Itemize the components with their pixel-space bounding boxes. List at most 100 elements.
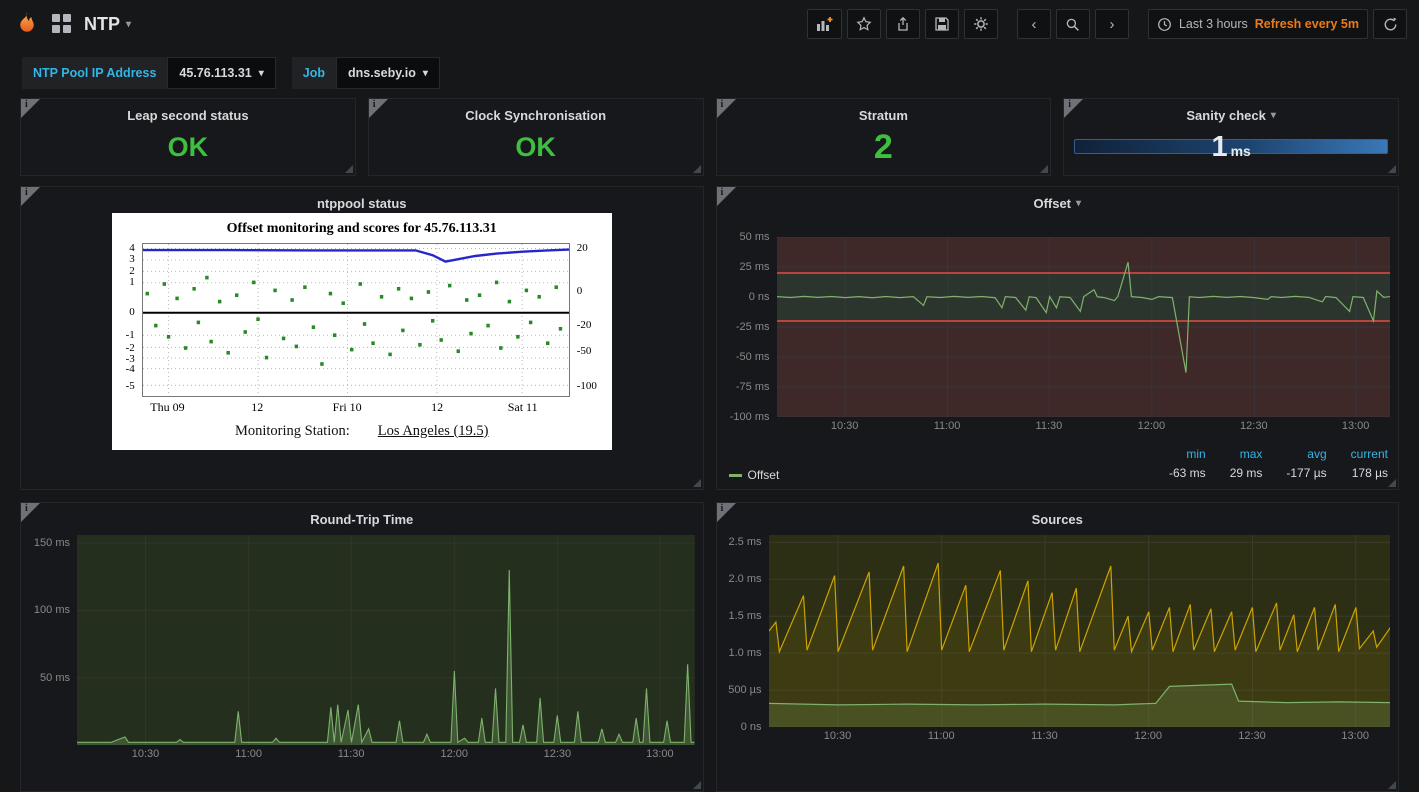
y-tick-label: 2 <box>129 265 135 277</box>
y-tick-label: 1.0 ms <box>728 647 761 659</box>
caret-down-icon: ▾ <box>1076 198 1081 209</box>
panel-title[interactable]: Leap second status <box>21 99 355 125</box>
panel-resize-handle[interactable] <box>693 479 701 487</box>
refresh-icon <box>1383 17 1398 32</box>
panel-leap-second-status: i Leap second status OK <box>20 98 356 176</box>
middle-row: i ntppool status Offset monitoring and s… <box>20 186 1399 490</box>
refresh-interval-label: Refresh every 5m <box>1255 17 1359 31</box>
panel-title[interactable]: Sanity check ▾ <box>1064 99 1398 125</box>
time-forward-button[interactable]: › <box>1095 9 1129 39</box>
panel-info-icon[interactable] <box>717 503 736 522</box>
chart-canvas <box>143 244 569 396</box>
panel-resize-handle[interactable] <box>345 165 353 173</box>
share-button[interactable] <box>886 9 920 39</box>
chart-canvas <box>777 237 1391 417</box>
panel-resize-handle[interactable] <box>1388 781 1396 789</box>
chevron-left-icon: ‹ <box>1031 17 1036 32</box>
y-tick-label: -1 <box>126 329 135 341</box>
x-tick-label: 12:30 <box>544 748 572 760</box>
stat-value: OK <box>21 125 355 169</box>
variable-job: Job dns.seby.io ▾ <box>292 57 440 89</box>
submenu: NTP Pool IP Address 45.76.113.31 ▾ Job d… <box>0 48 1419 98</box>
x-tick-label: 11:30 <box>1036 420 1063 432</box>
variable-label: Job <box>292 57 336 89</box>
time-picker-group: Last 3 hours Refresh every 5m <box>1143 9 1407 39</box>
y-tick-label: 150 ms <box>34 537 70 549</box>
share-icon <box>895 16 911 32</box>
dashboard-title[interactable]: NTP ▾ <box>84 14 131 35</box>
x-tick-label: 12:00 <box>1138 420 1166 432</box>
legend-stat-current: current 178 µs <box>1351 445 1388 482</box>
offset-plot-area[interactable] <box>777 237 1391 417</box>
time-nav-group: ‹ › <box>1012 9 1129 39</box>
x-tick-label: 11:00 <box>934 420 961 432</box>
panel-info-icon[interactable] <box>21 503 40 522</box>
apps-grid-icon[interactable] <box>52 14 72 34</box>
panel-info-icon[interactable] <box>1064 99 1083 118</box>
x-tick-label: Thu 09 <box>150 400 184 415</box>
x-tick-label: 13:00 <box>1341 730 1369 742</box>
ntppool-plot-area <box>142 243 570 397</box>
legend-stats: min -63 ms max 29 ms avg -177 µs current… <box>1169 445 1388 482</box>
y-tick-label: 1.5 ms <box>728 610 761 622</box>
legend-series-offset[interactable]: Offset <box>729 468 780 482</box>
monitoring-station-link[interactable]: Los Angeles (19.5) <box>378 423 489 439</box>
time-zoom-button[interactable] <box>1056 9 1090 39</box>
time-back-button[interactable]: ‹ <box>1017 9 1051 39</box>
panel-title[interactable]: Round-Trip Time <box>21 503 703 529</box>
y-tick-label: 20 <box>577 242 588 254</box>
panel-title[interactable]: ntppool status <box>21 187 703 213</box>
panel-clock-synchronisation: i Clock Synchronisation OK <box>368 98 704 176</box>
x-tick-label: 12:00 <box>441 748 469 760</box>
save-button[interactable] <box>925 9 959 39</box>
rtt-plot-area[interactable] <box>77 535 695 745</box>
panel-round-trip-time: i Round-Trip Time 150 ms100 ms50 ms 10:3… <box>20 502 704 792</box>
chart-canvas <box>77 535 695 745</box>
refresh-button[interactable] <box>1373 9 1407 39</box>
y-tick-label: 2.0 ms <box>728 573 761 585</box>
grafana-logo-icon[interactable] <box>12 9 42 39</box>
y-tick-label: -75 ms <box>736 381 770 393</box>
time-picker-button[interactable]: Last 3 hours Refresh every 5m <box>1148 9 1368 39</box>
offset-legend: Offset min -63 ms max 29 ms avg -177 µs <box>717 433 1399 482</box>
ntppool-caption: Monitoring Station:Los Angeles (19.5) <box>122 423 602 440</box>
x-tick-label: 11:00 <box>235 748 262 760</box>
panel-info-icon[interactable] <box>717 187 736 206</box>
panel-info-icon[interactable] <box>21 187 40 206</box>
y-tick-label: 0 <box>577 285 583 297</box>
add-panel-button[interactable] <box>807 9 842 39</box>
sources-graph: 2.5 ms2.0 ms1.5 ms1.0 ms500 µs0 ns 10:30… <box>721 535 1391 743</box>
x-axis-labels: 10:3011:0011:3012:0012:3013:00 <box>777 417 1391 433</box>
panel-resize-handle[interactable] <box>693 781 701 789</box>
stat-value: 2 <box>717 125 1051 169</box>
variable-value-dropdown[interactable]: 45.76.113.31 ▾ <box>167 57 275 89</box>
panel-resize-handle[interactable] <box>1040 165 1048 173</box>
ntppool-image: Offset monitoring and scores for 45.76.1… <box>112 213 612 450</box>
panel-title[interactable]: Offset ▾ <box>717 187 1399 213</box>
panel-info-icon[interactable] <box>369 99 388 118</box>
panel-info-icon[interactable] <box>21 99 40 118</box>
panel-info-icon[interactable] <box>717 99 736 118</box>
legend-series-label: Offset <box>748 468 780 482</box>
panel-resize-handle[interactable] <box>1388 479 1396 487</box>
star-button[interactable] <box>847 9 881 39</box>
x-axis-labels: 10:3011:0011:3012:0012:3013:00 <box>77 745 695 761</box>
settings-button[interactable] <box>964 9 998 39</box>
caret-down-icon: ▾ <box>259 68 264 79</box>
y-tick-label: 2.5 ms <box>728 536 761 548</box>
star-icon <box>856 16 872 32</box>
variable-value-dropdown[interactable]: dns.seby.io ▾ <box>336 57 440 89</box>
sources-plot-area[interactable] <box>769 535 1391 727</box>
x-tick-label: Sat 11 <box>508 400 538 415</box>
y-tick-label: 0 ns <box>749 291 770 303</box>
caret-down-icon: ▾ <box>126 19 131 30</box>
panel-title[interactable]: Clock Synchronisation <box>369 99 703 125</box>
panel-title[interactable]: Sources <box>717 503 1399 529</box>
panel-resize-handle[interactable] <box>1388 165 1396 173</box>
panel-title[interactable]: Stratum <box>717 99 1051 125</box>
x-tick-label: 12:30 <box>1238 730 1266 742</box>
legend-stat-avg: avg -177 µs <box>1286 445 1326 482</box>
legend-stat-min: min -63 ms <box>1169 445 1206 482</box>
clock-icon <box>1157 17 1172 32</box>
panel-resize-handle[interactable] <box>693 165 701 173</box>
